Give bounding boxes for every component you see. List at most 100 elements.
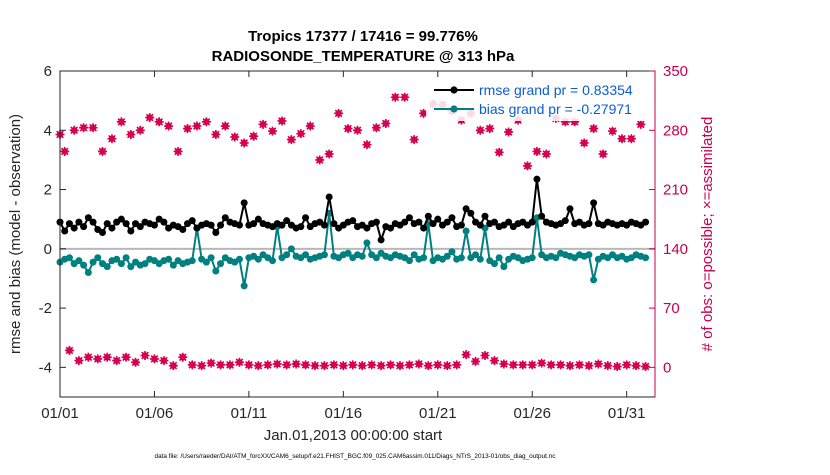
obs-count-cross: [504, 127, 514, 137]
obs-count-point: [131, 357, 141, 367]
obs-count-cross: [107, 134, 117, 144]
rmse-point: [207, 221, 215, 229]
obs-count-point: [395, 361, 405, 371]
legend-box: [426, 79, 646, 121]
obs-count-point: [126, 130, 136, 140]
y-left-tick-label: 2: [44, 182, 52, 199]
obs-count-cross: [258, 119, 268, 129]
obs-count-point: [574, 360, 584, 370]
y-right-tick-label: 140: [663, 241, 688, 258]
rmse-point: [136, 223, 144, 231]
obs-count-point: [277, 116, 287, 126]
bias-point: [80, 261, 88, 269]
obs-count-cross: [570, 117, 580, 127]
obs-count-cross: [140, 351, 150, 361]
obs-count-cross: [225, 360, 235, 370]
x-tick-label: 01/21: [419, 405, 457, 422]
obs-count-point: [239, 138, 249, 148]
bias-point: [363, 239, 371, 247]
bias-point: [217, 260, 225, 268]
rmse-point: [325, 193, 333, 201]
rmse-point: [212, 229, 220, 237]
obs-count-point: [244, 360, 254, 370]
chart-title-line-1: Tropics 17377 / 17416 = 99.776%: [248, 28, 478, 45]
rmse-point: [320, 221, 328, 229]
legend-bias-label: bias grand pr = -0.27971: [479, 101, 632, 117]
axes-group: [59, 70, 656, 398]
obs-count-point: [556, 360, 566, 370]
obs-count-cross: [159, 356, 169, 366]
obs-count-cross: [518, 360, 528, 370]
bias-point: [240, 282, 248, 290]
obs-count-cross: [253, 361, 263, 371]
rmse-point: [80, 223, 88, 231]
obs-count-cross: [230, 132, 240, 142]
obs-count-point: [338, 361, 348, 371]
ticks-group: -4 -2 0 2 4 6 0 70 140 210 280 350 01/01 01/06 01/11 01…: [39, 63, 688, 422]
obs-count-point: [494, 147, 504, 157]
obs-count-cross: [296, 129, 306, 139]
obs-count-point: [631, 361, 641, 371]
obs-count-point: [112, 356, 122, 366]
obs-count-point: [371, 123, 381, 133]
rmse-point: [505, 218, 513, 226]
bias-point: [188, 257, 196, 265]
obs-count-cross: [584, 361, 594, 371]
obs-count-point: [258, 119, 268, 129]
bias-point: [283, 251, 291, 259]
obs-count-cross: [201, 117, 211, 127]
obs-count-point: [168, 361, 178, 371]
obs-count-cross: [164, 121, 174, 131]
bias-point: [141, 260, 149, 268]
rmse-point: [528, 218, 536, 226]
obs-count-cross: [480, 351, 490, 361]
obs-count-cross: [183, 124, 192, 134]
bias-point: [117, 260, 125, 268]
x-tick-label: 01/01: [41, 405, 79, 422]
obs-count-cross: [622, 360, 632, 370]
obs-count-cross: [334, 108, 344, 118]
obs-count-cross: [631, 361, 641, 371]
rmse-point: [448, 214, 456, 222]
bias-point: [202, 258, 210, 266]
obs-count-cross: [135, 125, 145, 135]
obs-count-cross: [83, 352, 93, 362]
obs-count-point: [617, 134, 627, 144]
obs-count-cross: [239, 138, 249, 148]
rmse-point: [561, 217, 569, 225]
bias-point: [472, 251, 480, 259]
obs-count-point: [485, 124, 495, 134]
obs-count-cross: [149, 354, 159, 364]
rmse-point: [538, 212, 546, 220]
obs-count-cross: [216, 360, 226, 370]
x-axis-label: Jan.01,2013 00:00:00 start: [264, 427, 443, 444]
obs-count-point: [183, 124, 192, 134]
bias-point: [420, 254, 428, 262]
y-left-tick-label: 6: [44, 63, 52, 80]
obs-count-cross: [565, 361, 575, 371]
obs-count-point: [414, 359, 424, 369]
obs-count-point: [93, 354, 103, 364]
obs-count-point: [159, 356, 169, 366]
obs-count-cross: [286, 135, 296, 145]
y-left-tick-label: 4: [44, 122, 52, 139]
obs-count-point: [315, 155, 325, 165]
bias-point: [457, 254, 465, 262]
bias-point: [344, 249, 352, 257]
rmse-point: [462, 205, 470, 213]
obs-count-point: [201, 117, 211, 127]
obs-count-point: [149, 354, 159, 364]
obs-count-point: [636, 119, 646, 129]
rmse-point: [127, 227, 135, 235]
obs-count-cross: [589, 124, 599, 134]
obs-count-point: [381, 118, 391, 128]
obs-count-cross: [145, 113, 155, 123]
obs-count-cross: [220, 121, 230, 131]
obs-count-point: [499, 359, 509, 369]
bias-point: [235, 255, 243, 263]
obs-count-point: [537, 358, 547, 368]
legend-rmse-label: rmse grand pr = 0.83354: [479, 82, 633, 98]
rmse-point: [330, 220, 338, 228]
obs-count-cross: [291, 359, 301, 369]
